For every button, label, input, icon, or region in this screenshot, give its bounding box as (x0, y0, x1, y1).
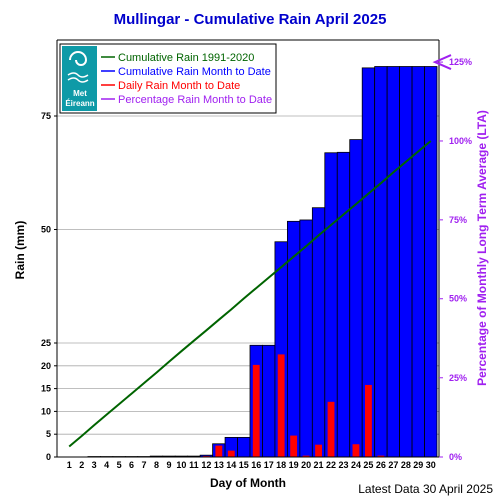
daily-bar (377, 455, 385, 457)
cumulative-bar (349, 139, 363, 458)
y-tick-label: 5 (46, 429, 51, 439)
cumulative-bar (237, 436, 251, 458)
x-tick-label: 19 (289, 460, 299, 470)
daily-bar (315, 444, 322, 457)
y-tick-label: 0 (46, 452, 51, 462)
x-tick-label: 12 (201, 460, 211, 470)
daily-bar (327, 401, 335, 457)
x-tick-label: 3 (92, 460, 97, 470)
cumulative-bar (299, 219, 313, 458)
x-tick-label: 27 (388, 460, 398, 470)
percentage-marker (432, 54, 452, 71)
x-tick-label: 22 (326, 460, 336, 470)
legend: Met Éireann Cumulative Rain 1991-2020Cum… (59, 43, 277, 114)
met-eireann-logo: Met Éireann (62, 46, 97, 111)
x-tick-label: 7 (142, 460, 147, 470)
y2-tick-label: 25% (449, 373, 467, 383)
y2-tick-label: 125% (449, 57, 472, 67)
legend-label: Percentage Rain Month to Date (118, 94, 272, 106)
x-tick-label: 5 (117, 460, 122, 470)
x-tick-label: 30 (426, 460, 436, 470)
cumulative-bar (374, 66, 388, 458)
x-tick-label: 28 (401, 460, 411, 470)
y-tick-label: 15 (41, 384, 51, 394)
daily-bar (365, 384, 372, 457)
cumulative-bar (386, 66, 400, 458)
x-tick-label: 10 (176, 460, 186, 470)
x-tick-label: 29 (413, 460, 423, 470)
y2-axis-ticks: 0% 25% 50% 75% 100% 125% (439, 57, 472, 462)
legend-label: Daily Rain Month to Date (118, 80, 240, 92)
x-tick-label: 13 (214, 460, 224, 470)
daily-bar (252, 364, 260, 457)
y-tick-label: 20 (41, 361, 51, 371)
x-axis-ticks: 1 2 3 4 5 6 7 8 9 10 11 12 13 14 15 16 17 18 19 20 21 22 23 24 2… (67, 460, 436, 470)
footer-latest-data: Latest Data 30 April 2025 (358, 482, 493, 496)
legend-label: Cumulative Rain 1991-2020 (118, 52, 254, 64)
x-tick-label: 21 (314, 460, 324, 470)
x-tick-label: 4 (104, 460, 109, 470)
daily-bar (302, 455, 310, 457)
y2-tick-label: 0% (449, 452, 462, 462)
y2-axis-label: Percentage of Monthly Long Term Average … (475, 110, 489, 386)
daily-bars (90, 354, 385, 457)
x-tick-label: 15 (239, 460, 249, 470)
x-tick-label: 24 (351, 460, 361, 470)
logo-text-eireann: Éireann (65, 99, 94, 108)
cumulative-bar (411, 66, 425, 458)
daily-bar (277, 354, 285, 457)
y2-tick-label: 75% (449, 215, 467, 225)
x-tick-label: 25 (363, 460, 373, 470)
y2-tick-label: 50% (449, 294, 467, 304)
legend-label: Cumulative Rain Month to Date (118, 66, 271, 78)
y-tick-label: 50 (41, 225, 51, 235)
y-axis-label: Rain (mm) (13, 221, 27, 280)
daily-bar (215, 445, 223, 457)
x-tick-label: 23 (338, 460, 348, 470)
cumulative-bar (424, 66, 438, 458)
cumulative-bar (336, 151, 351, 458)
lta-line (68, 140, 432, 448)
x-tick-label: 16 (251, 460, 261, 470)
legend-items: Cumulative Rain 1991-2020 Cumulative Rain… (101, 52, 272, 106)
x-axis-label: Day of Month (210, 476, 286, 490)
cumulative-bar (311, 207, 326, 458)
y-tick-label: 10 (41, 406, 51, 416)
x-tick-label: 9 (166, 460, 171, 470)
x-tick-label: 11 (189, 460, 199, 470)
daily-bar (352, 444, 360, 457)
y-tick-label: 25 (41, 338, 51, 348)
y-axis-ticks: 0 5 10 15 20 25 50 75 (41, 111, 57, 462)
y2-tick-label: 100% (449, 136, 472, 146)
cumulative-bar (399, 66, 413, 458)
x-tick-label: 1 (67, 460, 72, 470)
daily-bar (290, 435, 298, 457)
x-tick-label: 6 (129, 460, 134, 470)
plot-frame (56, 39, 440, 458)
cumulative-bar (262, 344, 276, 458)
x-tick-label: 18 (276, 460, 286, 470)
x-tick-label: 17 (264, 460, 274, 470)
chart-title: Mullingar - Cumulative Rain April 2025 (114, 11, 387, 28)
daily-bar (227, 450, 235, 457)
logo-text-met: Met (73, 89, 87, 98)
x-tick-label: 2 (79, 460, 84, 470)
x-tick-label: 14 (226, 460, 236, 470)
y-tick-label: 75 (41, 111, 51, 121)
x-tick-label: 26 (376, 460, 386, 470)
x-tick-label: 20 (301, 460, 311, 470)
x-tick-label: 8 (154, 460, 159, 470)
